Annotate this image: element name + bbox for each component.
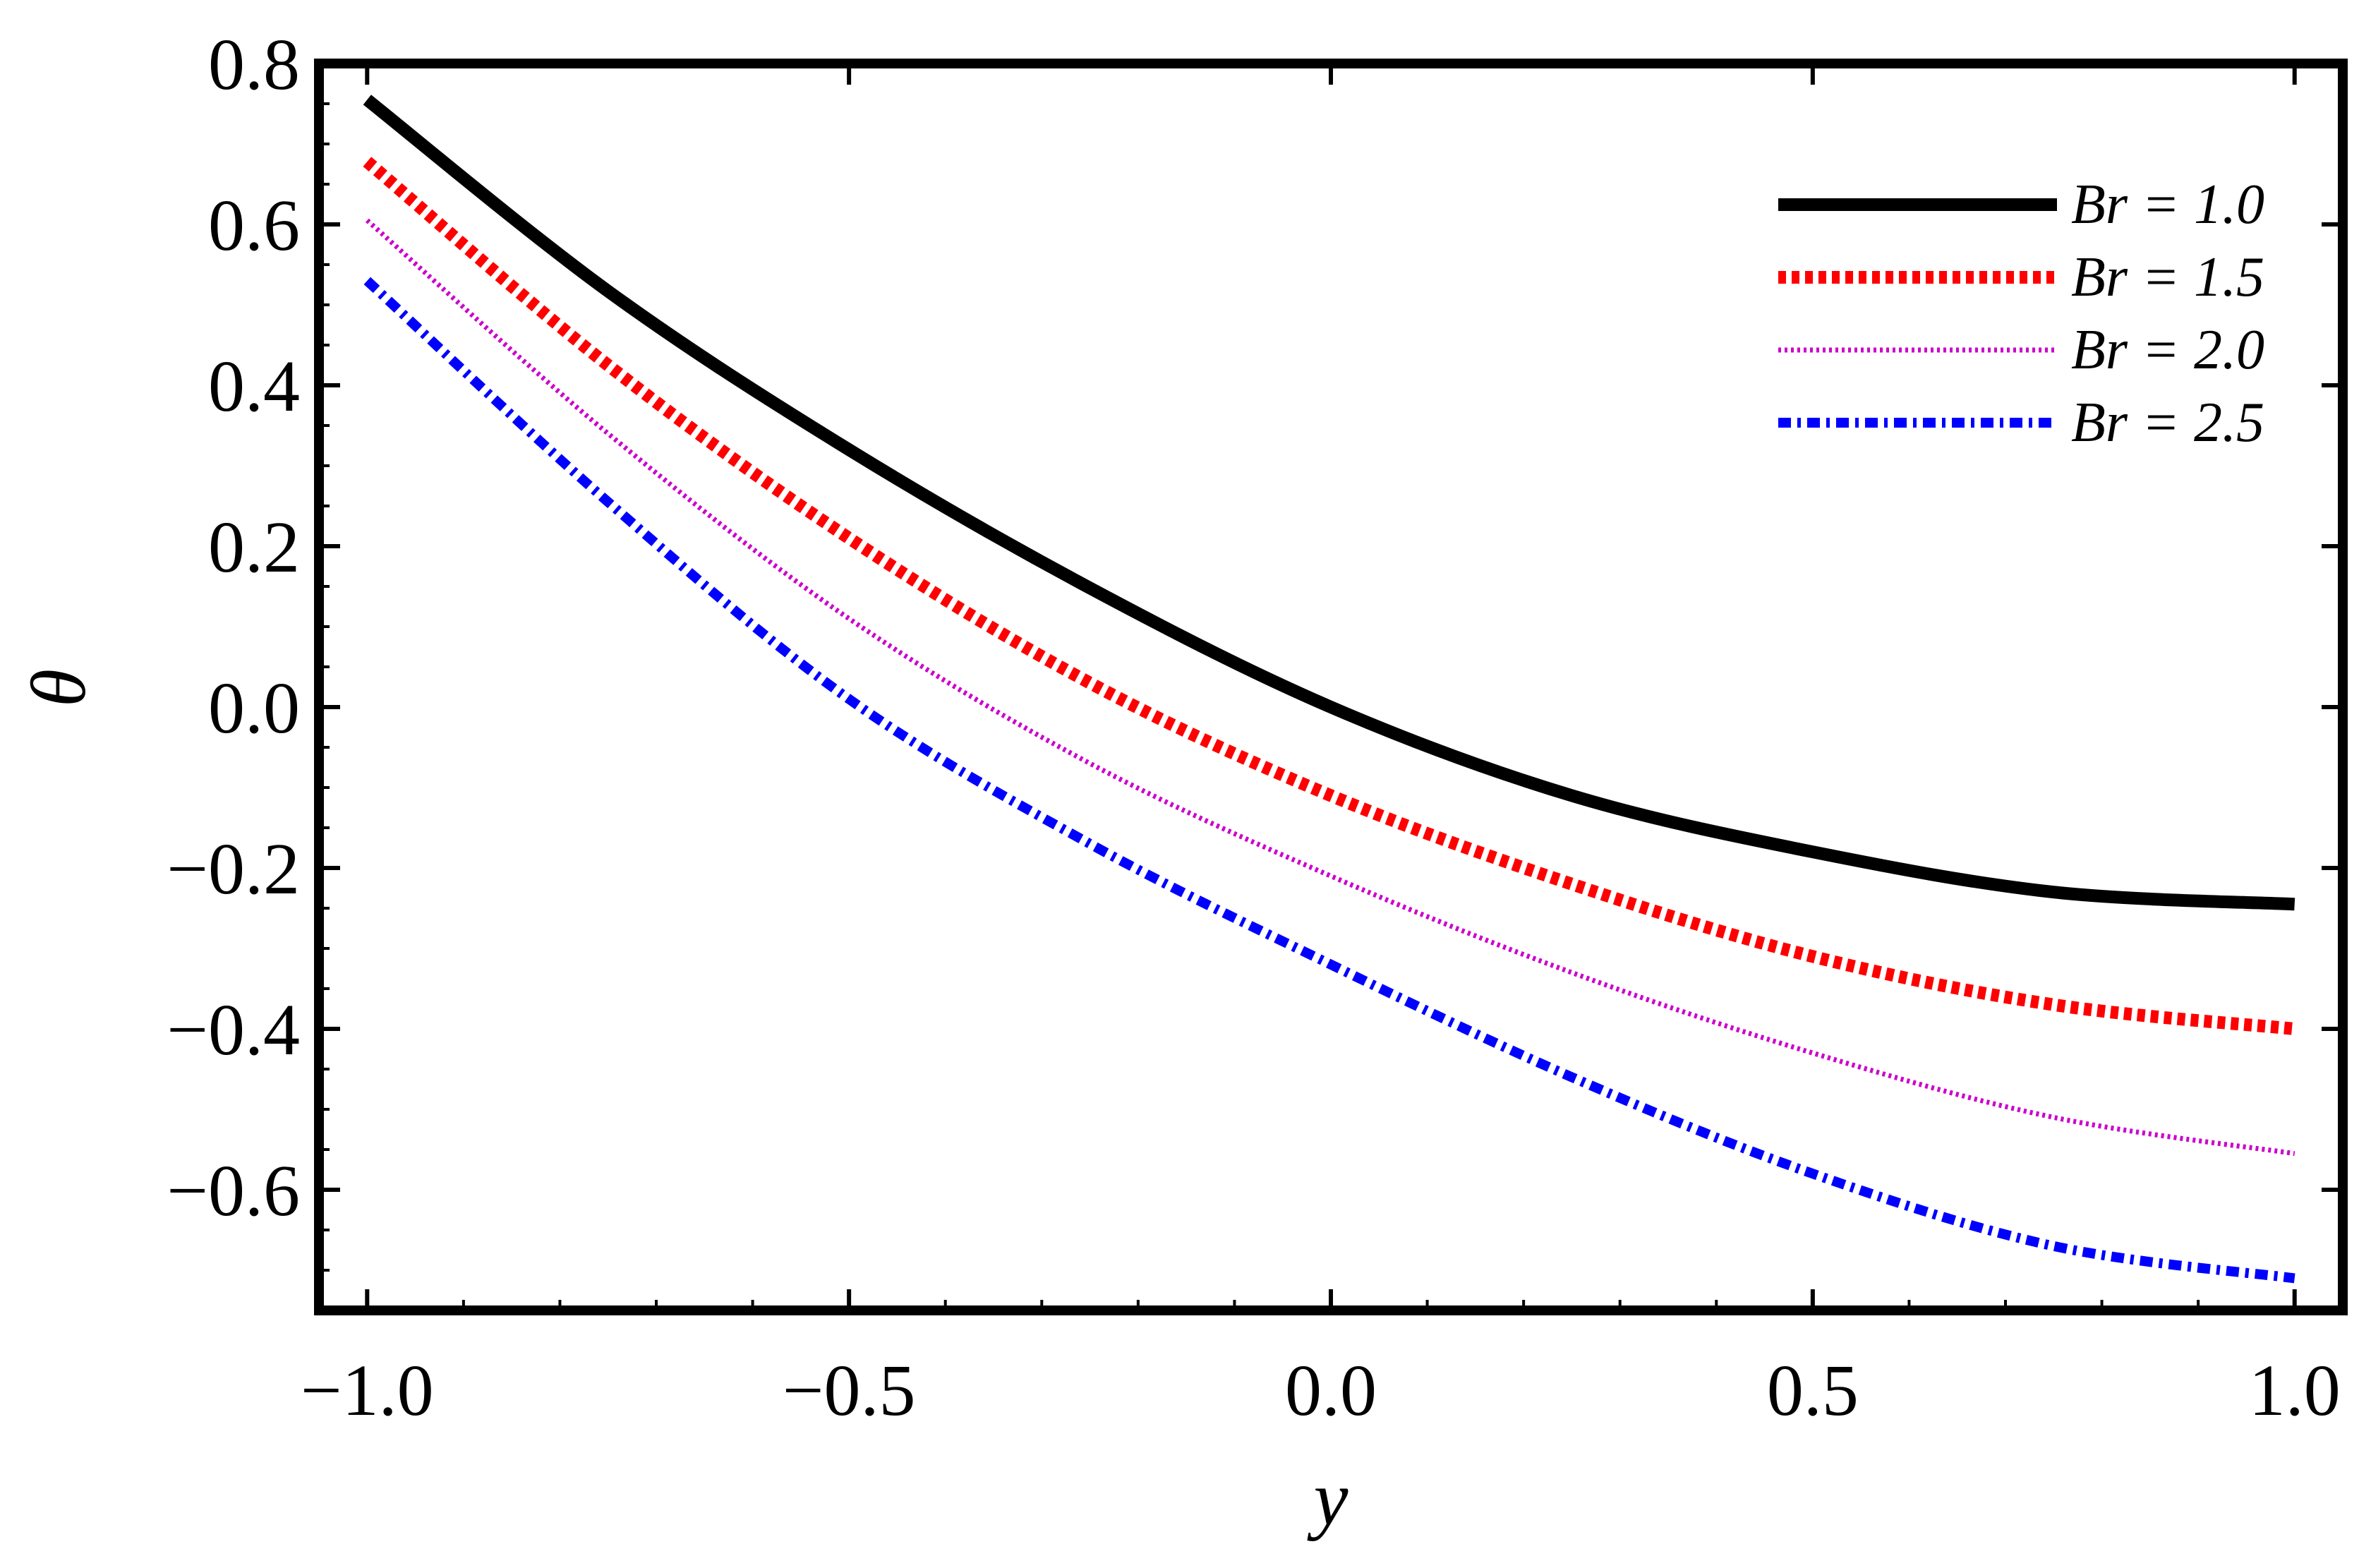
series-line-1	[363, 95, 2295, 911]
y-tick-label: −0.2	[167, 828, 300, 910]
x-tick-label: −0.5	[783, 1350, 916, 1431]
series-line-3	[365, 218, 2295, 1157]
y-tick-label: −0.6	[167, 1150, 300, 1231]
legend-label-2: Br = 1.5	[2071, 246, 2264, 308]
plot-area	[363, 95, 2295, 1284]
y-axis-title: θ	[16, 669, 102, 707]
legend-label-1: Br = 1.0	[2071, 174, 2264, 236]
x-tick-label: 1.0	[2249, 1350, 2341, 1431]
legend-label-3: Br = 2.0	[2071, 319, 2264, 381]
plot-frame	[314, 59, 2348, 1315]
y-tick-label: 0.8	[208, 24, 300, 105]
y-tick-label: 0.6	[208, 185, 300, 266]
y-tick-label: 0.0	[208, 668, 300, 749]
y-tick-label: 0.2	[208, 507, 300, 588]
legend: Br = 1.0 Br = 1.5 Br = 2.0 Br = 2.5	[1778, 174, 2264, 454]
series-line-4	[363, 277, 2295, 1284]
axis-ticks: −1.0 −0.5 0.0 0.5 1.0 −0.6 −0.4 −0.2 0.0 0.2 0.4 0.…	[167, 24, 2343, 1431]
series-line-2	[363, 157, 2295, 1035]
y-tick-label: −0.4	[167, 989, 300, 1071]
x-tick-label: −1.0	[301, 1350, 434, 1431]
x-axis-title: y	[1307, 1455, 1349, 1541]
y-tick-label: 0.4	[208, 346, 300, 427]
x-tick-label: 0.5	[1767, 1350, 1859, 1431]
x-tick-label: 0.0	[1285, 1350, 1377, 1431]
legend-label-4: Br = 2.5	[2071, 392, 2264, 454]
